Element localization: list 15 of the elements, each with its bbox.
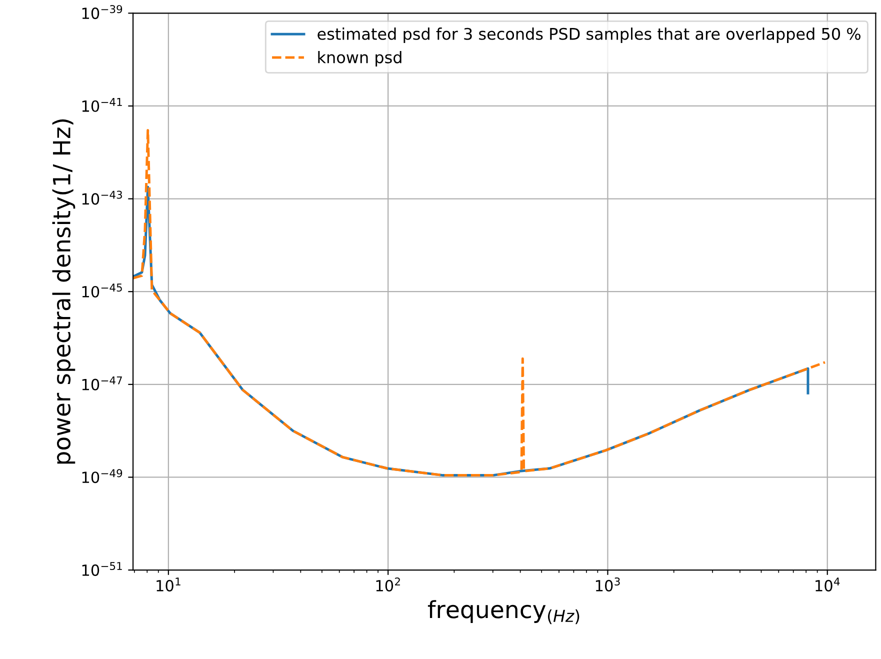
y-tick-label: 10$^{−51}$: [82, 562, 122, 576]
y-tick-label: 10$^{−47}$: [82, 376, 122, 390]
x-tick-label: 10$^{2}$: [376, 577, 400, 592]
x-tick-label: 10$^{1}$: [156, 578, 180, 592]
y-tick-label: 10$^{−39}$: [82, 5, 122, 20]
y-tick-label: 10$^{−49}$: [82, 469, 122, 484]
legend-label: known psd: [318, 51, 402, 66]
legend-label: estimated psd for 3 seconds PSD samples that are overlapped 50 %: [318, 28, 860, 44]
y-tick-label: 10$^{−45}$: [82, 284, 122, 298]
x-tick-label: 10$^{3}$: [596, 577, 620, 592]
y-tick-label: 10$^{−43}$: [82, 190, 122, 205]
y-axis-title: power spectral density(1/ Hz): [52, 119, 76, 464]
x-axis-title: frequency$_{(Hz)}$: [428, 600, 580, 624]
x-tick-label: 10$^{4}$: [816, 578, 840, 592]
y-tick-label: 10$^{−41}$: [82, 98, 122, 112]
